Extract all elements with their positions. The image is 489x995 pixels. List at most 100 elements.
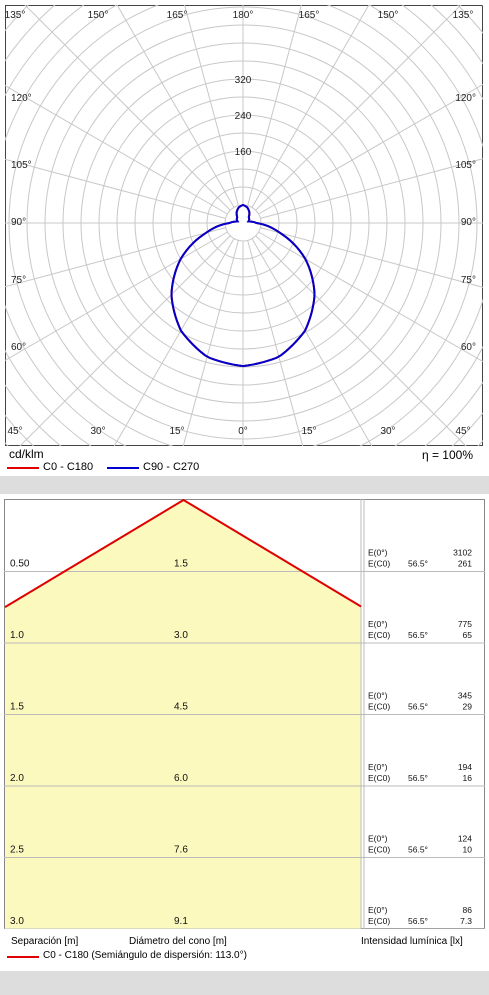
angle-label-right: 105°: [455, 160, 476, 171]
polar-spoke: [116, 5, 235, 208]
angle-label-right: 120°: [455, 93, 476, 104]
e-edge-label: E(C0): [368, 630, 390, 640]
angle-label-left: 105°: [11, 160, 32, 171]
cone-diagram: 0.50 1.5 E(0°) 3102 E(C0) 56.5° 261 1.0 3.0 E(0°)…: [4, 498, 485, 930]
polar-spoke: [260, 227, 483, 288]
e-edge-value: 16: [463, 773, 473, 783]
e-center-value: 3102: [453, 548, 472, 558]
diameter-value: 3.0: [174, 630, 188, 641]
angle-label-top: 165°: [167, 10, 188, 21]
e-edge-value: 10: [463, 845, 473, 855]
angle-label-left: 90°: [11, 217, 26, 228]
polar-unit-label: cd/klm: [9, 447, 44, 461]
angle-label-top: 150°: [88, 10, 109, 21]
cone-angle: 56.5°: [408, 773, 428, 783]
polar-spoke: [5, 85, 228, 215]
diameter-value: 7.6: [174, 845, 188, 856]
cone-angle: 56.5°: [408, 916, 428, 926]
e-center-value: 194: [458, 762, 472, 772]
angle-label-right: 75°: [461, 275, 476, 286]
polar-diagram: 160 240 320 135° 150° 165° 180° 165° 150° 135° 45°…: [5, 5, 483, 446]
legend-line-c90-c270: [107, 467, 139, 469]
e-edge-value: 7.3: [460, 916, 472, 926]
angle-label-bottom: 30°: [380, 426, 395, 437]
cone-legend: Separación [m] Diámetro del cono [m] Int…: [5, 931, 483, 971]
diameter-value: 9.1: [174, 916, 188, 927]
intensity-column-label: Intensidad lumínica [lx]: [361, 936, 463, 947]
polar-spoke: [113, 238, 235, 446]
separation-value: 1.0: [10, 630, 24, 641]
angle-label-top: 150°: [378, 10, 399, 21]
cone-legend-line: [7, 956, 39, 958]
e-center-value: 345: [458, 691, 472, 701]
polar-spoke: [24, 5, 231, 211]
polar-grid: [5, 5, 483, 446]
separation-column-label: Separación [m]: [11, 936, 79, 947]
e-center-value: 86: [463, 905, 473, 915]
polar-spoke: [19, 235, 231, 446]
polar-spoke: [258, 83, 483, 215]
legend-label-c90-c270: C90 - C270: [143, 461, 200, 473]
polar-spoke: [182, 240, 239, 446]
angle-label-bottom: 30°: [90, 426, 105, 437]
polar-spoke: [184, 5, 239, 206]
e-edge-value: 65: [463, 630, 473, 640]
angle-label-left: 75°: [11, 275, 26, 286]
separation-value: 2.0: [10, 773, 24, 784]
diameter-value: 6.0: [174, 773, 188, 784]
e-edge-label: E(C0): [368, 559, 390, 569]
e-center-label: E(0°): [368, 691, 388, 701]
angle-label-bottom: 45°: [7, 426, 22, 437]
polar-spoke: [5, 227, 226, 288]
e-edge-label: E(C0): [368, 845, 390, 855]
angle-label-right: 60°: [461, 342, 476, 353]
polar-spoke: [255, 235, 467, 446]
e-edge-value: 261: [458, 559, 472, 569]
cone-legend-label: C0 - C180 (Semiángulo de dispersión: 113…: [43, 950, 247, 961]
cone-edge-line: [4, 498, 362, 608]
e-center-label: E(0°): [368, 905, 388, 915]
polar-spoke: [260, 158, 483, 219]
angle-label-bottom: 45°: [455, 426, 470, 437]
angle-label-top: 135°: [5, 10, 25, 21]
polar-spoke: [247, 5, 302, 206]
section-separator: [0, 476, 489, 494]
angle-label-left: 60°: [11, 342, 26, 353]
cone-angle: 56.5°: [408, 630, 428, 640]
separation-value: 3.0: [10, 916, 24, 927]
diameter-value: 1.5: [174, 559, 188, 570]
polar-spoke: [251, 5, 370, 208]
e-edge-label: E(C0): [368, 773, 390, 783]
series-curve-c90-c270: [170, 203, 316, 368]
polar-spoke: [255, 5, 462, 211]
cone-diagram-panel: 0.50 1.5 E(0°) 3102 E(C0) 56.5° 261 1.0 3.0 E(0°)…: [4, 498, 485, 930]
angle-label-bottom: 15°: [169, 426, 184, 437]
e-center-value: 775: [458, 619, 472, 629]
e-center-label: E(0°): [368, 548, 388, 558]
polar-spoke: [5, 158, 226, 219]
efficiency-label: η = 100%: [421, 448, 473, 462]
polar-frame: [5, 5, 483, 446]
diameter-value: 4.5: [174, 702, 188, 713]
e-center-label: E(0°): [368, 619, 388, 629]
radial-tick-label: 240: [235, 111, 252, 122]
angle-label-left: 120°: [11, 93, 32, 104]
e-edge-label: E(C0): [368, 916, 390, 926]
e-center-label: E(0°): [368, 762, 388, 772]
polar-diagram-panel: 160 240 320 135° 150° 165° 180° 165° 150° 135° 45°…: [5, 5, 483, 446]
e-center-label: E(0°): [368, 834, 388, 844]
polar-spoke: [247, 240, 304, 446]
cone-angle: 56.5°: [408, 559, 428, 569]
e-center-value: 124: [458, 834, 472, 844]
cone-angle: 56.5°: [408, 702, 428, 712]
bottom-separator: [0, 971, 489, 995]
angle-label-bottom: 15°: [301, 426, 316, 437]
angle-label-right: 90°: [461, 217, 476, 228]
separation-value: 2.5: [10, 845, 24, 856]
polar-legend: cd/klm η = 100% C0 - C180 C90 - C270: [5, 446, 483, 476]
cone-angle: 56.5°: [408, 845, 428, 855]
e-edge-value: 29: [463, 702, 473, 712]
legend-label-c0-c180: C0 - C180: [43, 461, 94, 473]
angle-label-top: 165°: [299, 10, 320, 21]
polar-spoke: [251, 238, 373, 446]
